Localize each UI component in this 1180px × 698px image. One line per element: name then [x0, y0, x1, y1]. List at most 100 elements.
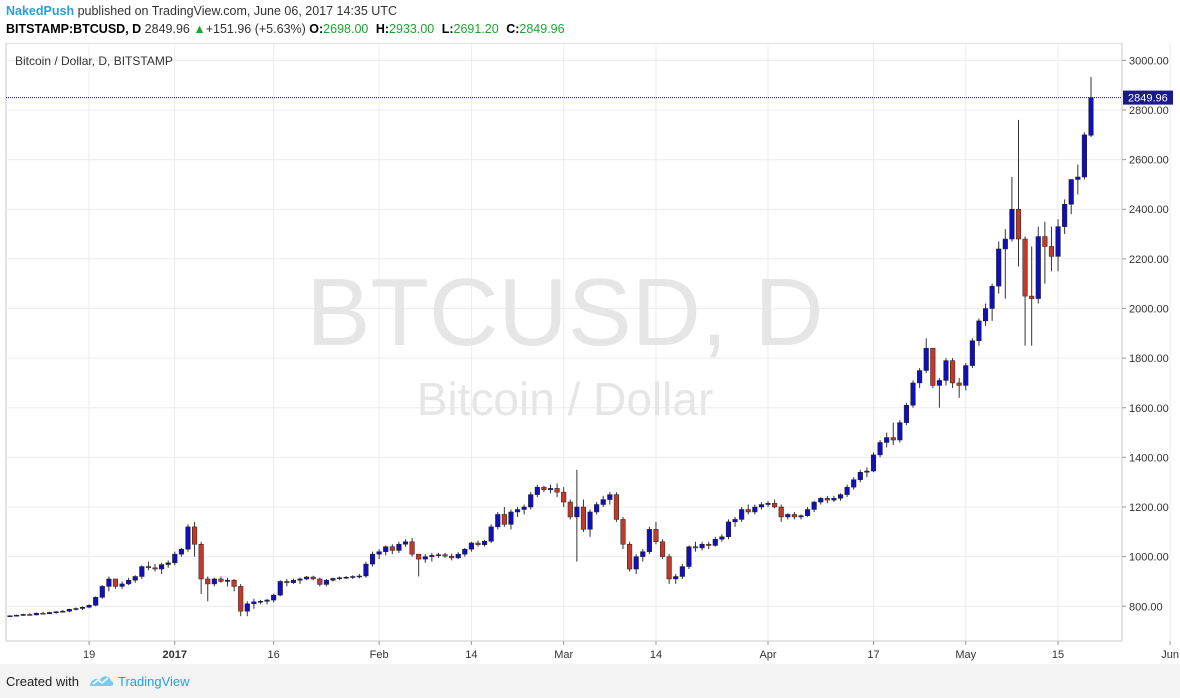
candle-up	[877, 442, 883, 456]
candle-up	[785, 514, 791, 518]
candle-up	[837, 494, 844, 499]
candle-down	[40, 612, 46, 615]
x-axis[interactable]: 19 2017 16 Feb 14 Mar 14 Apr 17 May 15 Jun	[83, 641, 1179, 661]
candle-up	[712, 539, 718, 546]
candle-up	[60, 610, 66, 613]
candlestick-chart[interactable]: BTCUSD, D Bitcoin / Dollar Bitcoin / Dol…	[0, 43, 1180, 664]
y-tick-label: 1200.00	[1129, 502, 1169, 514]
candle-up	[337, 577, 343, 579]
candle-up	[805, 509, 811, 516]
candle-up	[185, 526, 191, 550]
candle-down	[1048, 246, 1055, 257]
candle-down	[561, 491, 567, 503]
candle-down	[145, 566, 151, 569]
candle-down	[231, 579, 237, 587]
candle-up	[607, 494, 613, 500]
candle-up	[1068, 179, 1074, 205]
x-tick-label: Jun	[1161, 649, 1179, 661]
tradingview-brand-link[interactable]: TradingView	[118, 674, 190, 689]
candle-up	[7, 615, 13, 617]
x-tick-label: 2017	[163, 649, 187, 661]
candle-down	[112, 578, 119, 587]
candle-up	[99, 586, 105, 598]
candle-up	[46, 612, 53, 614]
candle-up	[514, 509, 521, 513]
candle-up	[528, 494, 534, 508]
created-with-text: Created with	[6, 674, 79, 689]
candle-up	[587, 511, 593, 530]
candle-up	[923, 347, 929, 371]
candle-up	[290, 579, 296, 583]
candle-up	[376, 551, 382, 555]
candle-down	[205, 578, 211, 585]
candle-up	[686, 546, 692, 567]
candle-down	[442, 554, 448, 557]
candle-up	[917, 370, 923, 384]
candle-down	[449, 555, 455, 559]
candle-up	[1055, 226, 1061, 257]
y-tick-label: 1400.00	[1129, 452, 1169, 464]
candle-up	[468, 542, 474, 550]
watermark-symbol: BTCUSD, D	[306, 259, 823, 366]
candle-up	[996, 248, 1002, 287]
candle-up	[277, 581, 283, 596]
candle-down	[890, 437, 896, 441]
candle-down	[284, 581, 290, 583]
candle-up	[178, 548, 184, 555]
candle-down	[192, 526, 198, 545]
y-tick-label: 2000.00	[1129, 304, 1169, 316]
x-tick-label: 14	[650, 649, 662, 661]
candles	[7, 76, 1094, 617]
candle-up	[172, 553, 178, 564]
candle-down	[956, 382, 962, 386]
candle-up	[297, 578, 303, 581]
y-tick-label: 1000.00	[1129, 552, 1169, 564]
candle-down	[824, 498, 830, 501]
candle-up	[119, 583, 125, 587]
low-value: 2691.20	[453, 22, 499, 36]
y-axis[interactable]: 800.00 1000.00 1200.00 1400.00 1600.00 1800.0…	[1122, 55, 1169, 613]
candle-up	[884, 437, 890, 443]
y-tick-label: 800.00	[1129, 601, 1163, 613]
candle-up	[699, 543, 705, 549]
current-price-label: 2849.96	[1128, 93, 1168, 105]
candle-down	[416, 553, 422, 560]
y-tick-label: 3000.00	[1129, 55, 1169, 67]
candle-up	[304, 576, 310, 580]
price-change: +151.96 (+5.63%)	[205, 22, 306, 36]
candle-up	[139, 566, 145, 577]
open-label: O:	[309, 22, 324, 36]
candle-up	[350, 576, 356, 578]
candle-up	[251, 601, 257, 605]
candle-up	[482, 541, 488, 545]
candle-down	[950, 360, 956, 384]
candle-up	[831, 498, 837, 501]
candle-up	[14, 614, 20, 617]
close-value: 2849.96	[519, 22, 565, 36]
tradingview-logo-icon[interactable]	[88, 672, 114, 690]
candle-up	[257, 601, 264, 603]
x-tick-label: 14	[465, 649, 477, 661]
candle-up	[600, 499, 606, 505]
candle-down	[238, 586, 244, 612]
candle-up	[646, 529, 652, 552]
candle-up	[851, 479, 857, 488]
candle-down	[666, 556, 672, 580]
candle-up	[976, 320, 982, 342]
candle-down	[772, 503, 778, 508]
candle-up	[488, 526, 494, 542]
candle-up	[943, 360, 949, 381]
candle-up	[1062, 204, 1068, 227]
candle-down	[541, 486, 547, 490]
candle-up	[495, 514, 501, 528]
candle-down	[1029, 295, 1035, 299]
candle-up	[719, 536, 725, 540]
candle-up	[640, 551, 646, 557]
candle-up	[402, 541, 409, 545]
candle-down	[1015, 208, 1022, 240]
candle-up	[725, 521, 732, 538]
candle-up	[363, 563, 369, 577]
y-tick-label: 1600.00	[1129, 403, 1169, 415]
author-link[interactable]: NakedPush	[6, 4, 75, 18]
candle-down	[692, 546, 699, 549]
